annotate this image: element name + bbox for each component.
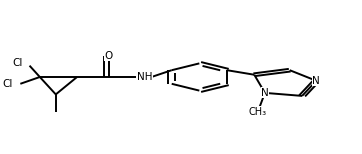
Text: O: O	[105, 51, 113, 61]
Text: N: N	[261, 88, 269, 98]
Text: CH₃: CH₃	[249, 107, 267, 117]
Text: NH: NH	[136, 72, 152, 82]
Text: Cl: Cl	[13, 58, 23, 68]
Text: Cl: Cl	[3, 79, 13, 89]
Text: N: N	[312, 76, 320, 86]
